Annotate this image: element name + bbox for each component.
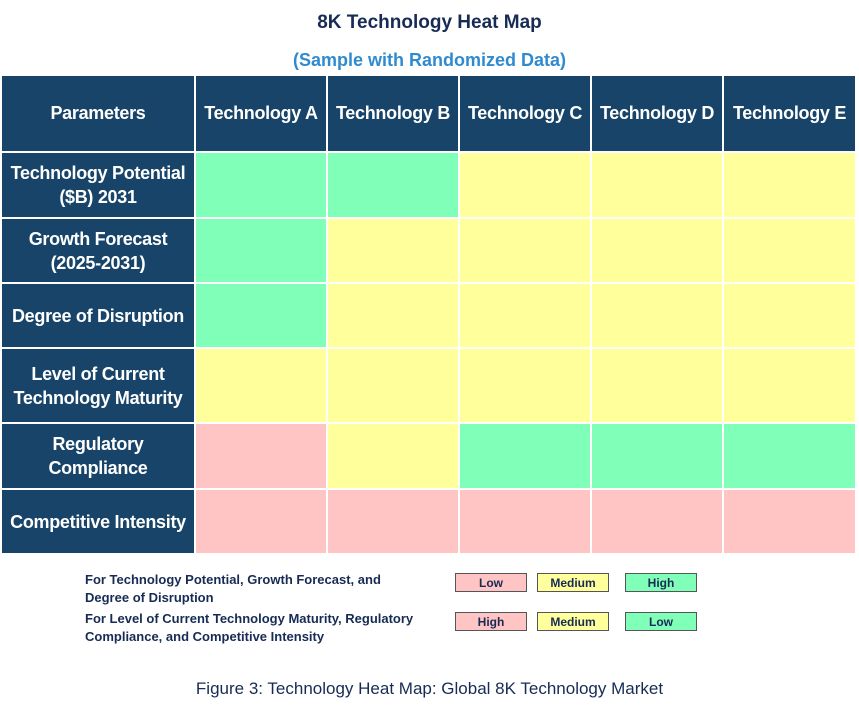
heat-cell: [724, 490, 857, 555]
row-label: Degree of Disruption: [2, 284, 196, 349]
heat-cell: [196, 219, 328, 284]
heat-cell: [328, 219, 460, 284]
heat-cell: [196, 284, 328, 349]
heat-cell: [592, 424, 724, 490]
heat-cell: [196, 349, 328, 424]
heat-cell: [592, 349, 724, 424]
heat-cell: [592, 219, 724, 284]
row-label: Growth Forecast (2025-2031): [2, 219, 196, 284]
heat-cell: [724, 284, 857, 349]
column-header: Technology E: [724, 76, 857, 153]
heat-cell: [724, 424, 857, 490]
heat-cell: [724, 349, 857, 424]
heat-cell: [460, 219, 592, 284]
heat-cell: [460, 284, 592, 349]
legend-box: High: [625, 573, 697, 592]
legend-text: For Technology Potential, Growth Forecas…: [85, 572, 381, 605]
column-header: Technology B: [328, 76, 460, 153]
heat-cell: [328, 284, 460, 349]
column-header: Technology D: [592, 76, 724, 153]
heat-cell: [592, 284, 724, 349]
heat-cell: [328, 490, 460, 555]
heat-cell: [460, 153, 592, 219]
heat-cell: [196, 424, 328, 490]
legend-box: Low: [455, 573, 527, 592]
heat-cell: [328, 349, 460, 424]
heat-cell: [196, 153, 328, 219]
legend-box: Medium: [537, 573, 609, 592]
heat-cell: [592, 153, 724, 219]
caption: Figure 3: Technology Heat Map: Global 8K…: [195, 679, 664, 698]
title: 8K Technology Heat Map: [317, 12, 542, 33]
legend-box: Low: [625, 612, 697, 631]
heat-cell: [724, 219, 857, 284]
row-label: Technology Potential ($B) 2031: [2, 153, 196, 219]
column-header: Technology A: [196, 76, 328, 153]
legend-box: Medium: [537, 612, 609, 631]
subtitle: (Sample with Randomized Data): [292, 50, 567, 70]
heat-cell: [196, 490, 328, 555]
legend-text: For Level of Current Technology Maturity…: [85, 611, 414, 644]
column-header: Parameters: [2, 76, 196, 153]
heat-cell: [328, 153, 460, 219]
heat-cell: [460, 424, 592, 490]
column-header: Technology C: [460, 76, 592, 153]
heat-cell: [592, 490, 724, 555]
heat-cell: [460, 490, 592, 555]
row-label: Regulatory Compliance: [2, 424, 196, 490]
heat-cell: [328, 424, 460, 490]
heat-cell: [460, 349, 592, 424]
heat-cell: [724, 153, 857, 219]
legend-box: High: [455, 612, 527, 631]
row-label: Competitive Intensity: [2, 490, 196, 555]
row-label: Level of Current Technology Maturity: [2, 349, 196, 424]
